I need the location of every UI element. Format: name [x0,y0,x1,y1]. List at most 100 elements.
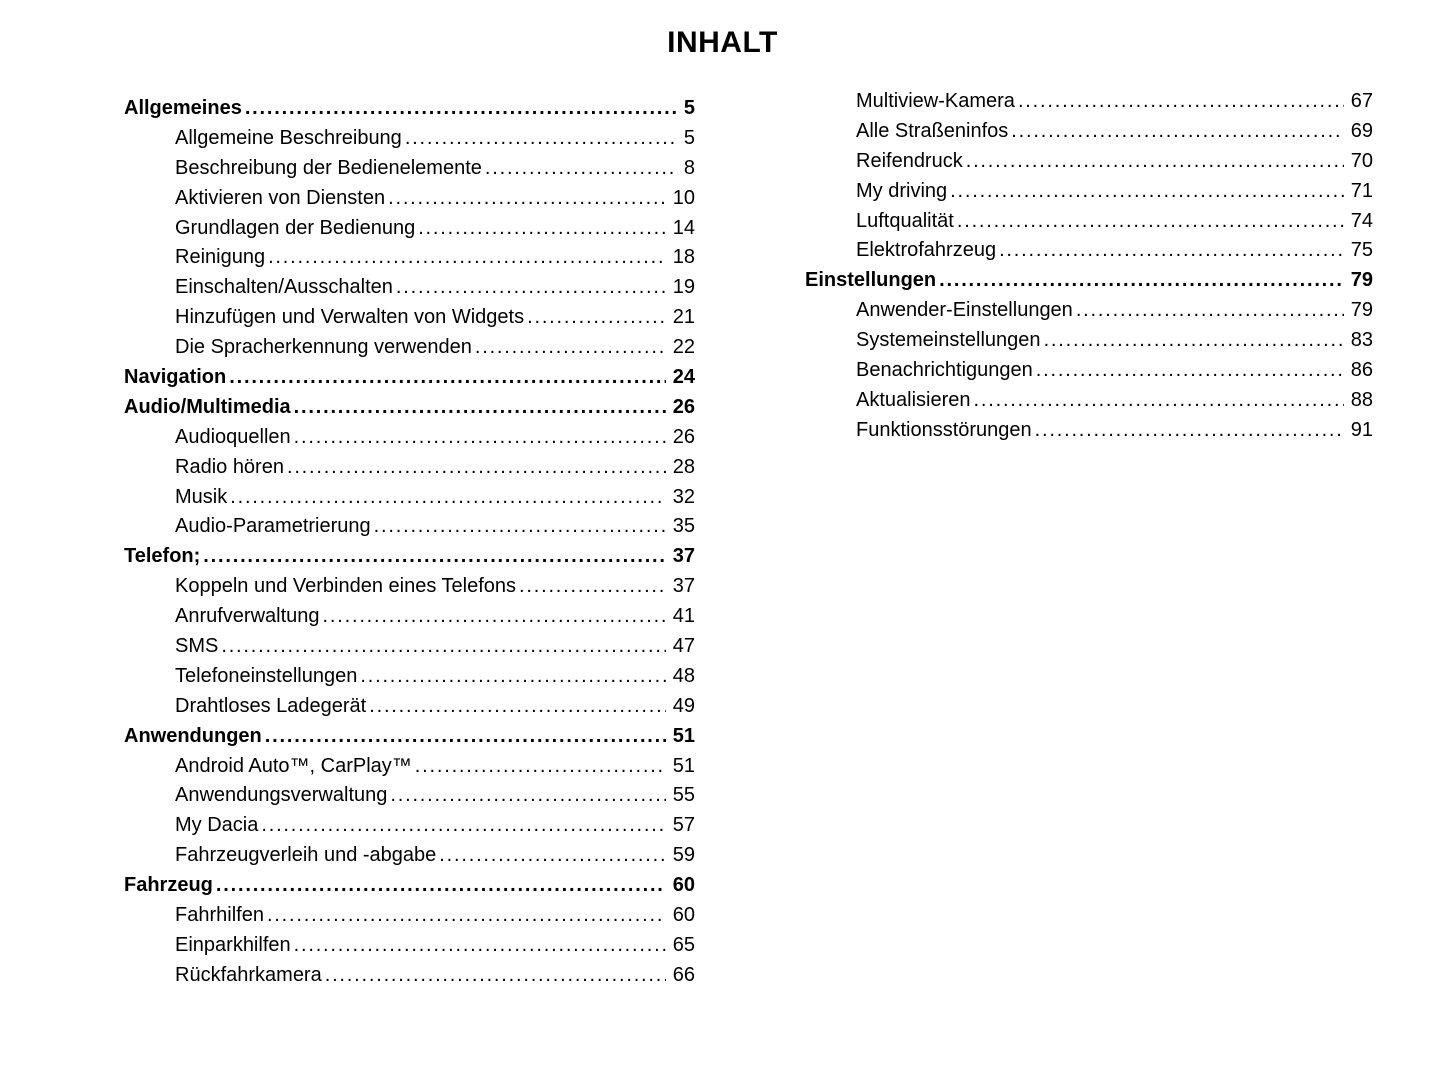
toc-entry-label: Anwender-Einstellungen [856,299,1073,322]
toc-entry: My Dacia 57 [124,811,695,841]
dot-leader [1044,326,1344,356]
toc-entry-page: 71 [1350,179,1373,202]
dot-leader [475,333,666,363]
toc-entry: Drahtloses Ladegerät 49 [124,692,695,722]
toc-entry-label: Multiview-Kamera [856,90,1015,112]
toc-entry: Rückfahrkamera 66 [124,961,695,991]
toc-entry: Anwendungen 51 [124,722,695,752]
toc-entry-label: Telefon; [124,545,201,568]
toc-entry-label: Allgemeines [124,97,242,119]
toc-entry: Reinigung 18 [124,243,695,273]
toc-entry-label: Telefoneinstellungen [175,664,358,687]
toc-entry-label: Anwendungsverwaltung [175,784,388,807]
toc-entry-page: 66 [672,963,695,986]
toc-entry-label: Elektrofahrzeug [856,239,997,262]
toc-entry-label: Audio/Multimedia [124,395,291,418]
toc-entry-page: 35 [672,515,695,538]
dot-leader [439,841,665,871]
toc-entry: Audio-Parametrierung 35 [124,512,695,542]
dot-leader [229,363,666,393]
toc-entry: Die Spracherkennung verwenden 22 [124,333,695,363]
dot-leader [1035,416,1344,446]
toc-entry-page: 60 [672,874,695,897]
dot-leader [390,781,665,811]
toc-entry-page: 69 [1350,119,1373,142]
toc-entry: Radio hören 28 [124,453,695,483]
toc-entry-page: 91 [1350,418,1373,441]
toc-entry: Funktionsstörungen 91 [805,416,1373,446]
toc-entry: SMS 47 [124,632,695,662]
toc-entry-label: Einschalten/Ausschalten [175,276,393,299]
dot-leader [519,572,666,602]
dot-leader [388,184,666,214]
toc-entry-page: 60 [672,904,695,927]
toc-entry: Fahrzeugverleih und -abgabe 59 [124,841,695,871]
dot-leader [1036,356,1344,386]
toc-entry-page: 24 [672,366,695,389]
dot-leader [485,154,677,184]
page-title: INHALT [667,26,778,59]
dot-leader [418,214,666,244]
toc-entry-page: 59 [672,844,695,867]
toc-entry-label: Einstellungen [805,269,937,292]
toc-entry-page: 5 [683,97,695,119]
toc-column-left: Allgemeines 5 Allgemeine Beschreibung 5 Besc… [124,94,695,991]
toc-entry-label: Rückfahrkamera [175,963,322,986]
toc-entry-page: 41 [672,605,695,628]
toc-entry-page: 21 [672,306,695,329]
dot-leader [527,303,666,333]
toc-entry-page: 32 [672,485,695,508]
toc-entry: Einschalten/Ausschalten 19 [124,273,695,303]
toc-entry-page: 86 [1350,359,1373,382]
dot-leader [405,124,677,154]
toc-entry-label: Aktualisieren [856,388,971,411]
dot-leader [369,692,666,722]
toc-entry: Elektrofahrzeug 75 [805,236,1373,266]
toc-entry-label: Audio-Parametrierung [175,515,371,538]
toc-entry-page: 67 [1350,90,1373,112]
toc-entry: Hinzufügen und Verwalten von Widgets 21 [124,303,695,333]
toc-entry: Einparkhilfen 65 [124,931,695,961]
toc-entry-label: Radio hören [175,455,284,478]
toc-entry: Aktivieren von Diensten 10 [124,184,695,214]
toc-entry-page: 75 [1350,239,1373,262]
dot-leader [203,542,665,572]
toc-entry: Reifendruck 70 [805,147,1373,177]
toc-entry: Benachrichtigungen 86 [805,356,1373,386]
toc-entry-label: Reinigung [175,246,266,269]
toc-entry: Systemeinstellungen 83 [805,326,1373,356]
toc-entry-page: 88 [1350,388,1373,411]
toc-entry: Musik 32 [124,483,695,513]
toc-entry: Allgemeines 5 [124,94,695,124]
toc-entry-page: 10 [672,186,695,209]
dot-leader [999,236,1344,266]
dot-leader [415,752,666,782]
dot-leader [216,871,666,901]
dot-leader [939,266,1344,296]
dot-leader [1011,117,1343,147]
toc-entry-page: 18 [672,246,695,269]
toc-entry-label: Grundlagen der Bedienung [175,216,416,239]
toc-entry-label: Beschreibung der Bedienelemente [175,156,482,179]
dot-leader [294,931,666,961]
toc-entry-page: 26 [672,395,695,418]
toc-entry-page: 65 [672,933,695,956]
toc-column-right: Multiview-Kamera 67 Alle Straßeninfos 69 Rei… [805,87,1373,446]
toc-entry-page: 83 [1350,329,1373,352]
toc-entry-label: Benachrichtigungen [856,359,1033,382]
toc-entry-label: Koppeln und Verbinden eines Telefons [175,575,517,598]
dot-leader [950,177,1344,207]
dot-leader [245,94,677,124]
toc-entry-label: Android Auto™, CarPlay™ [175,754,412,777]
toc-entry-page: 47 [672,635,695,658]
toc-entry: Anwendungsverwaltung 55 [124,781,695,811]
toc-entry-label: Reifendruck [856,149,963,172]
dot-leader [325,961,666,991]
dot-leader [323,602,666,632]
toc-entry-label: My driving [856,179,948,202]
toc-entry: Telefoneinstellungen 48 [124,662,695,692]
toc-entry-label: Drahtloses Ladegerät [175,694,367,717]
toc-entry: Anrufverwaltung 41 [124,602,695,632]
dot-leader [261,811,665,841]
toc-entry-page: 48 [672,664,695,687]
